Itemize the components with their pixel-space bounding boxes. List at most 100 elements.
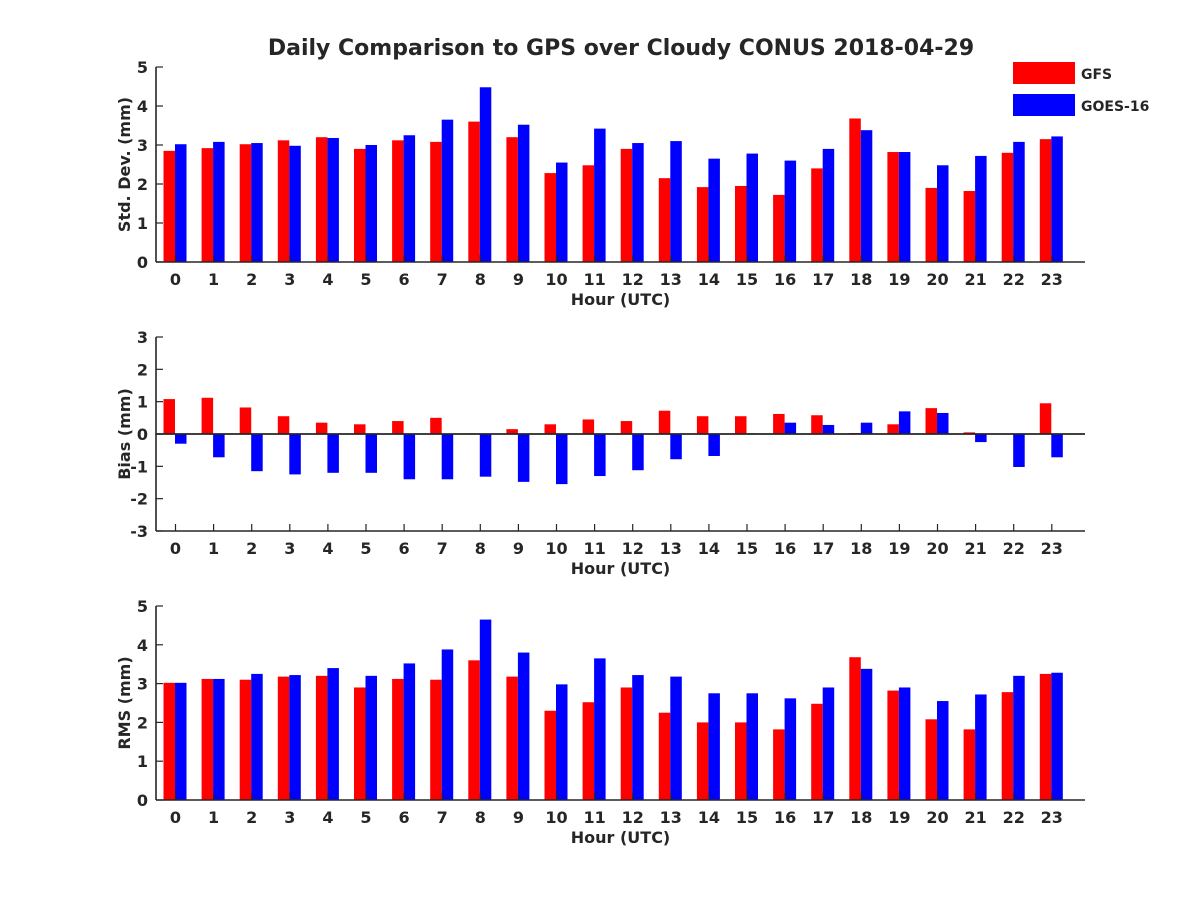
y-tick-label: 0 <box>137 253 148 272</box>
bar-goes16-hour-18 <box>860 422 873 434</box>
bar-gfs-hour-11 <box>582 702 595 800</box>
bar-gfs-hour-7 <box>430 679 442 800</box>
bar-goes16-hour-19 <box>898 411 911 434</box>
bar-gfs-hour-3 <box>277 676 290 800</box>
x-tick-label: 3 <box>284 270 295 289</box>
y-tick-label: 4 <box>137 97 148 116</box>
x-tick-label: 18 <box>850 539 872 558</box>
bar-goes16-hour-6 <box>403 135 416 262</box>
bar-gfs-hour-1 <box>201 678 214 800</box>
x-tick-label: 17 <box>812 808 834 827</box>
x-tick-label: 0 <box>170 539 181 558</box>
bar-gfs-hour-12 <box>620 421 633 434</box>
x-tick-label: 11 <box>583 808 605 827</box>
bar-gfs-hour-6 <box>392 678 404 800</box>
bar-goes16-hour-11 <box>594 128 606 262</box>
bar-goes16-hour-15 <box>746 693 758 800</box>
x-tick-label: 20 <box>926 270 948 289</box>
bar-gfs-hour-6 <box>392 421 404 434</box>
bar-gfs-hour-2 <box>239 407 252 434</box>
bar-goes16-hour-18 <box>860 130 873 262</box>
x-tick-label: 12 <box>622 808 644 827</box>
y-tick-label: 2 <box>137 360 148 379</box>
bar-goes16-hour-4 <box>327 137 339 262</box>
legend-label-gfs: GFS <box>1081 67 1112 83</box>
bar-goes16-hour-11 <box>594 658 606 800</box>
x-tick-label: 22 <box>1003 539 1025 558</box>
y-tick-label: 2 <box>137 175 148 194</box>
bar-goes16-hour-20 <box>937 701 949 800</box>
y-axis-label: RMS (mm) <box>115 656 134 749</box>
bar-goes16-hour-15 <box>746 153 758 262</box>
x-tick-label: 5 <box>360 808 371 827</box>
x-tick-label: 19 <box>888 539 910 558</box>
legend-swatch-goes16 <box>1013 94 1075 116</box>
bar-goes16-hour-1 <box>213 434 225 458</box>
bar-gfs-hour-5 <box>354 424 366 434</box>
bar-goes16-hour-13 <box>670 676 682 800</box>
bar-gfs-hour-17 <box>811 168 823 262</box>
bar-goes16-hour-0 <box>175 144 187 262</box>
bar-goes16-hour-22 <box>1013 434 1025 467</box>
x-tick-label: 10 <box>545 808 567 827</box>
x-tick-label: 13 <box>660 270 682 289</box>
bar-gfs-hour-15 <box>735 416 747 434</box>
y-tick-label: -3 <box>130 522 148 541</box>
bar-gfs-hour-22 <box>1001 152 1014 262</box>
bar-goes16-hour-10 <box>556 684 568 800</box>
bar-goes16-hour-6 <box>403 434 416 480</box>
bar-goes16-hour-17 <box>822 148 835 262</box>
x-tick-label: 4 <box>322 270 333 289</box>
bar-gfs-hour-13 <box>658 178 671 262</box>
y-tick-label: -1 <box>130 457 148 476</box>
bar-gfs-hour-5 <box>354 148 366 262</box>
bar-gfs-hour-16 <box>773 729 785 800</box>
bar-gfs-hour-1 <box>201 148 214 262</box>
bar-gfs-hour-4 <box>315 675 328 800</box>
x-tick-label: 11 <box>583 539 605 558</box>
x-tick-label: 10 <box>545 270 567 289</box>
bar-goes16-hour-2 <box>251 143 263 262</box>
x-tick-label: 19 <box>888 808 910 827</box>
bar-goes16-hour-23 <box>1051 434 1063 458</box>
x-tick-label: 16 <box>774 270 796 289</box>
bar-gfs-hour-3 <box>277 140 290 262</box>
x-tick-label: 23 <box>1041 539 1063 558</box>
bar-gfs-hour-14 <box>696 187 709 262</box>
bar-gfs-hour-10 <box>544 173 556 262</box>
y-tick-label: 0 <box>137 791 148 810</box>
bar-goes16-hour-1 <box>213 141 225 262</box>
bar-goes16-hour-16 <box>784 698 797 800</box>
bar-gfs-hour-7 <box>430 141 442 262</box>
bar-goes16-hour-23 <box>1051 136 1063 262</box>
bar-gfs-hour-10 <box>544 710 556 800</box>
bar-gfs-hour-20 <box>925 719 937 800</box>
bar-gfs-hour-16 <box>773 194 785 262</box>
bar-goes16-hour-2 <box>251 434 263 472</box>
x-tick-label: 20 <box>926 808 948 827</box>
bar-gfs-hour-12 <box>620 687 633 800</box>
x-tick-label: 3 <box>284 808 295 827</box>
x-tick-label: 20 <box>926 539 948 558</box>
x-tick-label: 22 <box>1003 270 1025 289</box>
bar-goes16-hour-17 <box>822 687 835 800</box>
bar-goes16-hour-3 <box>289 434 301 475</box>
x-tick-label: 5 <box>360 270 371 289</box>
y-tick-label: 1 <box>137 393 148 412</box>
legend: GFS GOES-16 <box>1013 62 1149 116</box>
bar-goes16-hour-21 <box>975 434 987 443</box>
bar-gfs-hour-13 <box>658 712 671 800</box>
y-tick-label: 1 <box>137 752 148 771</box>
bar-goes16-hour-20 <box>937 412 949 434</box>
legend-label-goes16: GOES-16 <box>1081 99 1149 115</box>
y-tick-label: 3 <box>137 136 148 155</box>
bar-gfs-hour-14 <box>696 722 709 800</box>
bar-gfs-hour-9 <box>506 429 518 434</box>
x-tick-label: 23 <box>1041 808 1063 827</box>
bar-goes16-hour-8 <box>479 434 492 477</box>
bar-goes16-hour-13 <box>670 141 682 262</box>
bar-gfs-hour-9 <box>506 676 518 800</box>
bar-goes16-hour-1 <box>213 678 225 800</box>
